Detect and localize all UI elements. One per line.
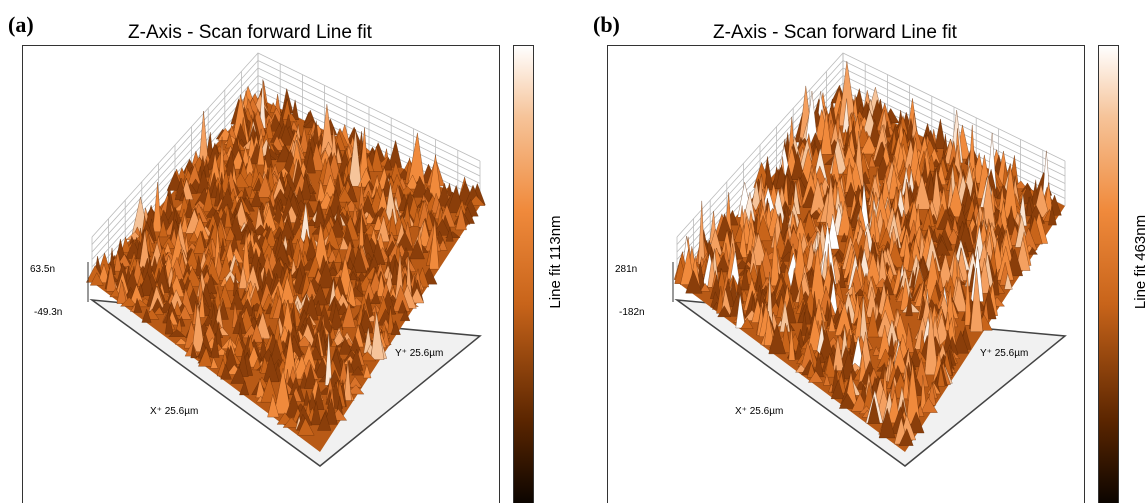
x-axis-label: X⁺ 25.6µm bbox=[735, 406, 783, 417]
panel-label: (a) bbox=[8, 12, 34, 37]
panel: (b) Z-Axis - Scan forward Line fit 281n -18… bbox=[593, 12, 1148, 503]
surface-peak bbox=[934, 119, 945, 149]
colorbar-label: Line fit 113nm bbox=[547, 215, 564, 308]
panel: (a) Z-Axis - Scan forward Line fit 63.5n -4… bbox=[8, 12, 564, 503]
y-axis-label: Y⁺ 25.6µm bbox=[980, 348, 1028, 359]
panel-label: (b) bbox=[593, 12, 620, 37]
colorbar-label: Line fit 463nm bbox=[1132, 215, 1148, 309]
z-min-label: -49.3n bbox=[34, 307, 62, 318]
panel-title: Z-Axis - Scan forward Line fit bbox=[128, 22, 373, 43]
z-min-label: -182n bbox=[619, 307, 645, 318]
surface bbox=[674, 61, 1061, 445]
panel-title: Z-Axis - Scan forward Line fit bbox=[713, 22, 958, 43]
figure: (a) Z-Axis - Scan forward Line fit 63.5n -4… bbox=[0, 0, 1148, 503]
colorbar bbox=[514, 46, 534, 503]
colorbar bbox=[1099, 46, 1119, 503]
x-axis-label: X⁺ 25.6µm bbox=[150, 406, 198, 417]
y-axis-label: Y⁺ 25.6µm bbox=[395, 348, 443, 359]
z-max-label: 63.5n bbox=[30, 264, 55, 275]
z-max-label: 281n bbox=[615, 264, 637, 275]
